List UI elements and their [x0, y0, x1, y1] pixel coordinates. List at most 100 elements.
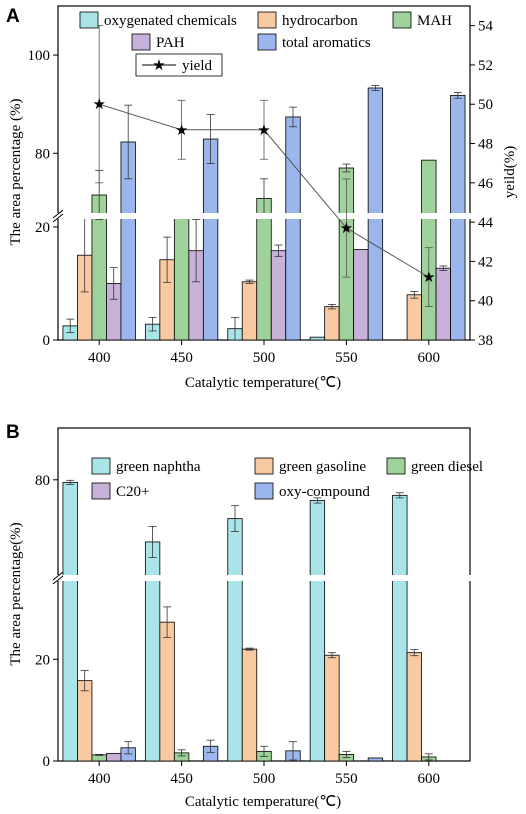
x-tick-label-450: 450	[170, 350, 193, 366]
panel-b-legend: green naphtha green gasoline green diesel C…	[91, 457, 483, 500]
legend-label-c20: C20+	[116, 484, 149, 500]
bar-green-naphtha-550	[309, 500, 326, 762]
panel-b-bars	[50, 479, 478, 762]
yield-point-400: ★	[92, 96, 105, 113]
x-tick-label-400: 400	[88, 350, 111, 366]
bar-hydrocarbon-500	[241, 281, 258, 341]
right-y-tick-label-50: 50	[478, 97, 493, 113]
yield-point-450: ★	[175, 122, 188, 139]
axis-break-gap	[50, 575, 478, 581]
bar-oxy-compound-550	[367, 757, 384, 762]
x-tick-label-500: 500	[253, 350, 276, 366]
panel-a-y-axis: 0 20 80 100	[28, 48, 64, 349]
y-tick-label-0: 0	[43, 333, 51, 349]
bar-mah-500	[256, 198, 272, 341]
x-tick-label-550: 550	[335, 350, 358, 366]
legend-label-total-aromatics: total aromatics	[282, 35, 371, 51]
panel-a-bars	[50, 85, 478, 341]
legend-label-yield: yield	[182, 58, 212, 74]
x-tick-label-550: 550	[335, 771, 358, 787]
yield-point-600: ★	[422, 269, 435, 286]
bar-hydrocarbon-550	[324, 306, 340, 341]
bar-green-diesel-400	[91, 754, 107, 762]
legend-label-hydrocarbon: hydrocarbon	[282, 13, 358, 29]
bar-green-gasoline-550	[324, 654, 340, 762]
legend-swatch-mah	[392, 11, 412, 29]
panel-a-x-axis: 400 450 500 550 600	[88, 340, 440, 366]
y-tick-label-80: 80	[35, 146, 50, 162]
axis-break-mark	[52, 571, 64, 581]
legend-label-oxy-compound: oxy-compound	[279, 484, 370, 500]
legend-swatch-hydrocarbon	[257, 11, 277, 29]
y-tick-label-80: 80	[35, 473, 50, 489]
right-y-tick-label-54: 54	[478, 19, 494, 35]
y-tick-label-20: 20	[35, 220, 50, 236]
right-y-tick-label-40: 40	[478, 294, 493, 310]
panel-b-y-label: The area percentage(%)	[8, 522, 24, 665]
right-y-tick-label-46: 46	[478, 176, 494, 192]
axis-break-mark	[52, 575, 64, 585]
bar-green-gasoline-400	[77, 680, 93, 762]
legend-yield-box	[135, 53, 223, 77]
legend-label-green-gasoline: green gasoline	[279, 459, 366, 475]
right-y-tick-label-44: 44	[478, 215, 494, 231]
bar-green-naphtha-400	[62, 481, 78, 762]
panel-a-x-label: Catalytic temperature(℃)	[185, 375, 341, 391]
legend-label-oxygenated-chemicals: oxygenated chemicals	[104, 13, 237, 29]
right-y-tick-label-52: 52	[478, 58, 493, 74]
right-y-tick-label-48: 48	[478, 137, 493, 153]
bar-green-gasoline-500	[241, 648, 258, 762]
yield-point-500: ★	[257, 122, 270, 139]
bar-oxygenated-chemicals-550	[309, 336, 326, 341]
panel-b-y-axis: 0 20 80	[35, 473, 64, 770]
right-y-tick-label-42: 42	[478, 254, 493, 270]
legend-swatch-c20	[91, 482, 111, 500]
x-tick-label-600: 600	[418, 771, 441, 787]
panel-a: A 0 20 80 100 38 40 42 44 46 48 50 52 54 400 450 500 5…	[6, 5, 518, 391]
legend-yield-star: ★	[152, 57, 165, 74]
bar-green-gasoline-600	[406, 652, 422, 762]
legend-swatch-oxygenated-chemicals	[79, 11, 99, 29]
panel-b-x-label: Catalytic temperature(℃)	[185, 794, 341, 810]
y-tick-label-20: 20	[35, 652, 50, 668]
legend-label-mah: MAH	[417, 13, 452, 29]
bar-mah-450	[173, 215, 190, 341]
bar-pah-600	[435, 267, 451, 341]
legend-swatch-green-gasoline	[254, 457, 274, 475]
legend-swatch-oxy-compound	[254, 482, 274, 500]
y-tick-label-100: 100	[28, 48, 51, 64]
bar-hydrocarbon-600	[406, 294, 422, 341]
axis-break-mark	[52, 209, 64, 219]
bar-c20-400	[106, 752, 122, 762]
legend-swatch-green-naphtha	[91, 457, 111, 475]
legend-swatch-total-aromatics	[257, 33, 277, 51]
bar-total-aromatics-500	[285, 116, 301, 341]
bar-pah-500	[270, 250, 287, 341]
legend-label-pah: PAH	[156, 35, 185, 51]
bar-green-naphtha-600	[392, 494, 408, 762]
x-tick-label-450: 450	[170, 771, 193, 787]
bar-green-naphtha-500	[227, 518, 243, 762]
panel-b-label: B	[6, 422, 20, 443]
bar-pah-550	[353, 249, 369, 341]
yield-point-550: ★	[340, 220, 353, 237]
legend-label-green-naphtha: green naphtha	[116, 459, 201, 475]
panel-a-right-y-label: yeild(%)	[502, 146, 518, 198]
panel-a-right-y-axis: 38 40 42 44 46 48 50 52 54	[470, 19, 494, 349]
panel-a-label: A	[6, 6, 20, 27]
bar-green-gasoline-450	[159, 621, 175, 762]
panel-a-legend: oxygenated chemicals hydrocarbon MAH PAH tot…	[79, 11, 452, 77]
bar-green-naphtha-450	[144, 541, 161, 762]
panel-a-y-label: The area percentage (%)	[8, 99, 24, 246]
axis-break-gap	[50, 213, 478, 219]
legend-swatch-pah	[131, 33, 151, 51]
legend-swatch-green-diesel	[386, 457, 406, 475]
axis-break-mark	[52, 213, 64, 223]
panel-b-x-axis: 400 450 500 550 600	[88, 761, 440, 787]
bar-total-aromatics-450	[202, 138, 219, 341]
legend-label-green-diesel: green diesel	[411, 459, 483, 475]
right-y-tick-label-38: 38	[478, 333, 493, 349]
panel-a-yield-line: ★ ★ ★ ★ ★	[92, 25, 436, 308]
